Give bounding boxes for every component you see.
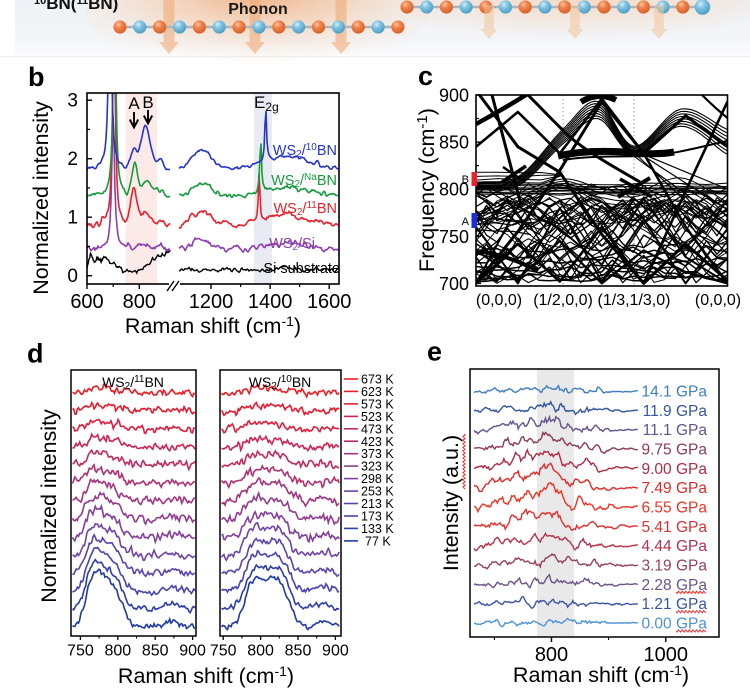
svg-text:900: 900 [179,643,206,660]
svg-text:d: d [27,339,44,369]
svg-text:1600: 1600 [307,291,352,313]
svg-text:(1/2,0,0): (1/2,0,0) [533,292,593,309]
svg-text:900: 900 [439,86,469,106]
svg-text:3: 3 [67,91,78,112]
svg-text:373 K: 373 K [361,447,394,461]
svg-text:800: 800 [247,643,274,660]
svg-text:Normalized intensity: Normalized intensity [37,409,61,603]
svg-text:2: 2 [67,149,78,170]
svg-text:WS2/11BN: WS2/11BN [274,200,338,218]
svg-text:Intensity (a.u.): Intensity (a.u.) [439,435,463,571]
svg-text:2.28 GPa: 2.28 GPa [642,577,708,594]
svg-text:Raman shift (cm-1): Raman shift (cm-1) [125,313,301,338]
svg-text:WS2/Si: WS2/Si [269,236,315,253]
svg-text:473 K: 473 K [361,422,394,436]
svg-text:Phonon: Phonon [228,1,288,18]
svg-text:3.19 GPa: 3.19 GPa [642,558,708,575]
svg-text:673 K: 673 K [361,373,394,387]
svg-text:600: 600 [70,291,103,313]
svg-text:Raman shift (cm-1): Raman shift (cm-1) [118,663,294,688]
svg-text:e: e [427,337,442,367]
svg-text:523 K: 523 K [361,410,394,424]
svg-text:(0,0,0): (0,0,0) [476,292,522,309]
svg-text:253 K: 253 K [361,485,394,499]
svg-text:WS2/11BN: WS2/11BN [102,374,164,392]
svg-text:1: 1 [67,208,78,229]
svg-text:11.1 GPa: 11.1 GPa [643,422,708,439]
svg-text:700: 700 [439,274,469,294]
svg-text:6.55 GPa: 6.55 GPa [642,500,708,517]
svg-text:0.00 GPa: 0.00 GPa [642,616,708,633]
svg-text:800: 800 [439,180,469,200]
svg-text:14.1 GPa: 14.1 GPa [642,384,708,401]
svg-text:1.21 GPa: 1.21 GPa [642,596,708,613]
svg-text:B: B [142,93,153,112]
svg-text:0: 0 [67,266,78,287]
svg-text:900: 900 [322,643,349,660]
svg-text:Frequency (cm-1): Frequency (cm-1) [414,108,439,272]
svg-text:423 K: 423 K [361,435,394,449]
svg-text:B: B [462,174,469,186]
svg-text:7.49 GPa: 7.49 GPa [642,480,708,497]
svg-text:4.44 GPa: 4.44 GPa [642,538,708,555]
svg-text:850: 850 [285,643,312,660]
svg-text:10BN(11BN): 10BN(11BN) [34,0,118,13]
svg-text:800: 800 [104,643,131,660]
svg-text:133 K: 133 K [361,522,394,536]
svg-text:A: A [462,216,470,228]
svg-text:850: 850 [142,643,169,660]
svg-text:Raman shift (cm-1): Raman shift (cm-1) [513,662,689,687]
svg-text:298 K: 298 K [361,472,394,486]
svg-text:9.00 GPa: 9.00 GPa [642,461,708,478]
svg-text:11.9 GPa: 11.9 GPa [643,403,708,420]
svg-text:(0,0,0): (0,0,0) [695,292,741,309]
svg-text:800: 800 [535,644,568,666]
svg-text:1200: 1200 [189,291,234,313]
svg-text:b: b [28,62,45,92]
svg-text:A: A [128,94,140,113]
svg-text:Si substrate: Si substrate [263,261,340,277]
svg-text:573 K: 573 K [361,397,394,411]
svg-text:Normalized intensity: Normalized intensity [29,101,53,295]
svg-text:1000: 1000 [644,644,689,666]
svg-text:623 K: 623 K [361,385,394,399]
svg-text:(1/3,1/3,0): (1/3,1/3,0) [598,292,671,309]
svg-text:173 K: 173 K [361,510,394,524]
svg-text:750: 750 [67,643,94,660]
svg-text:WS2/10BN: WS2/10BN [273,142,337,160]
svg-text:1400: 1400 [248,291,293,313]
svg-text:5.41 GPa: 5.41 GPa [642,519,708,536]
svg-text:750: 750 [439,227,469,247]
svg-text:77 K: 77 K [365,534,391,548]
svg-text:850: 850 [439,133,469,153]
svg-text:WS2/10BN: WS2/10BN [249,374,312,392]
svg-text:323 K: 323 K [361,460,394,474]
svg-text:9.75 GPa: 9.75 GPa [642,442,708,459]
svg-text:213 K: 213 K [361,497,394,511]
svg-text:750: 750 [210,643,237,660]
svg-text:WS2/NaBN: WS2/NaBN [271,172,337,190]
svg-text:c: c [418,61,433,91]
svg-text:800: 800 [123,291,156,313]
